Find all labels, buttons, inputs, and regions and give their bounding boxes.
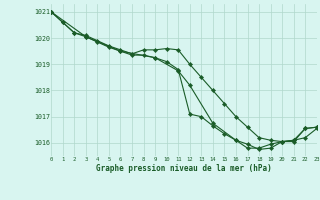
X-axis label: Graphe pression niveau de la mer (hPa): Graphe pression niveau de la mer (hPa) <box>96 164 272 173</box>
